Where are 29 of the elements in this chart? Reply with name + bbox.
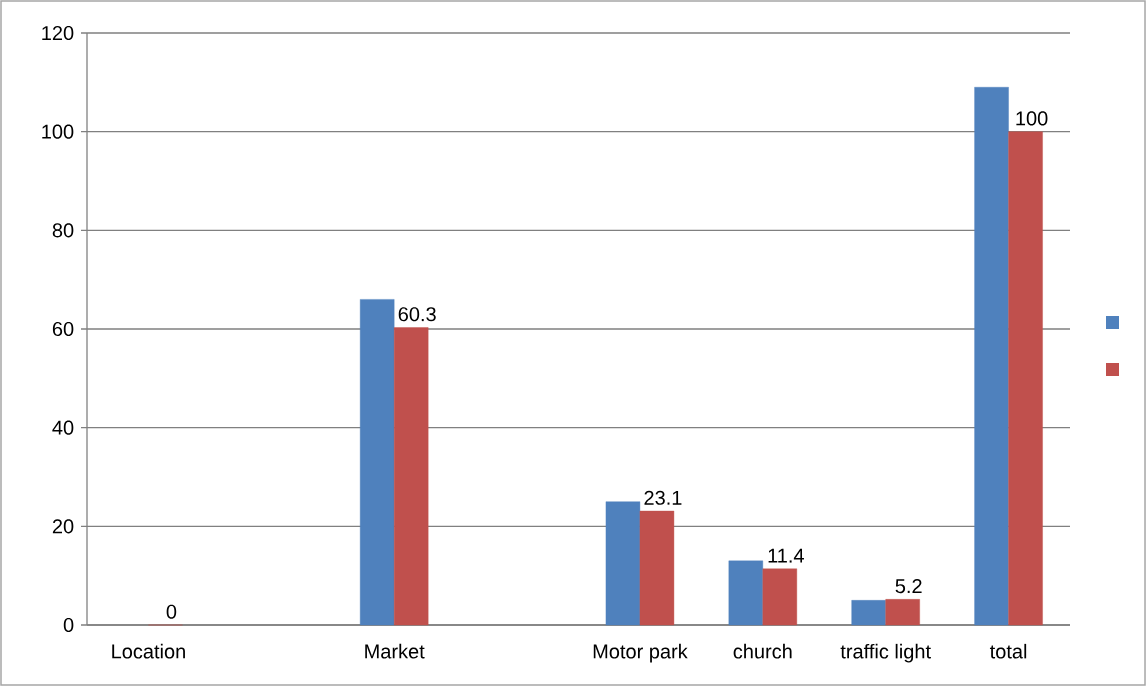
bar [762,568,798,626]
bar [639,510,675,626]
y-tick-label: 100 [42,124,74,139]
bar [851,600,886,626]
bar [728,560,764,626]
bar [359,299,395,626]
data-label: 0 [166,604,177,619]
bar [1008,131,1043,626]
bar [605,501,641,626]
data-label: 60.3 [398,307,436,322]
x-tick-label: Motor park [593,643,688,663]
x-tick-label: Location [112,643,185,659]
x-tick-label: Market [365,643,425,659]
data-label: 23.1 [644,490,682,505]
x-tick-label: church [733,643,792,659]
bar [393,327,429,626]
data-label: 5.2 [895,578,922,594]
x-tick-label: traffic light [840,643,931,663]
bar [885,599,920,626]
data-label: 100 [1016,111,1048,126]
y-tick-label: 40 [52,420,74,435]
y-tick-label: 60 [52,321,74,337]
data-label: 11.4 [768,548,804,563]
bar [974,87,1009,626]
x-tick-label: total [989,643,1027,659]
y-tick-label: 80 [52,223,74,238]
y-tick-label: 20 [52,519,74,534]
y-tick-label: 120 [42,25,74,41]
y-tick-label: 0 [63,617,74,633]
